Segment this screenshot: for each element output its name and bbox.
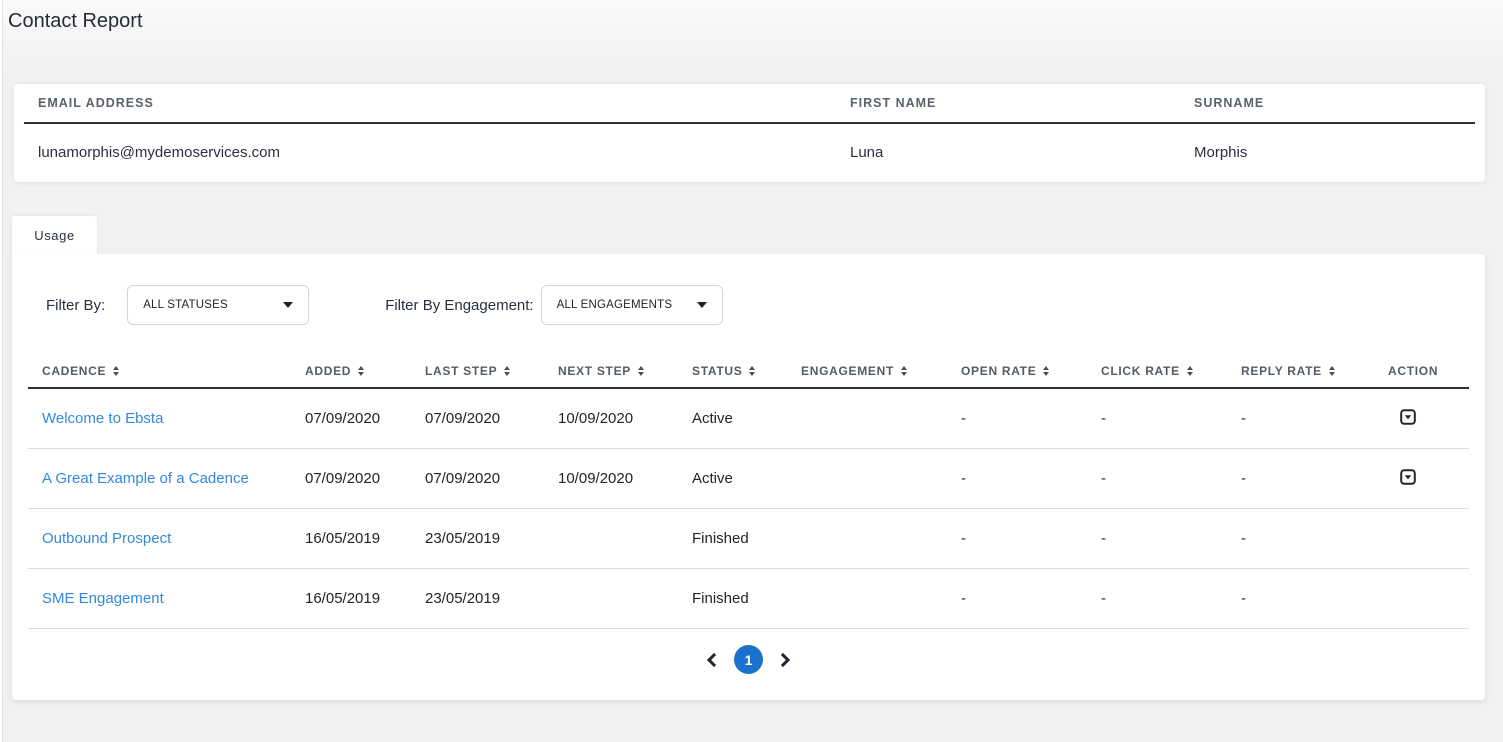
- boxed-caret-down-icon: [1400, 408, 1416, 425]
- added-date: 16/05/2019: [305, 530, 381, 547]
- status-filter-dropdown[interactable]: ALL STATUSES: [127, 285, 310, 325]
- page-number-button[interactable]: 1: [734, 645, 763, 674]
- column-header-open-rate[interactable]: OPEN RATE: [947, 364, 1087, 378]
- contact-table-row: lunamorphis@mydemoservices.com Luna Morp…: [24, 124, 1475, 180]
- filter-by-status-label: Filter By:: [46, 296, 106, 314]
- chevron-down-icon: [696, 302, 707, 308]
- usage-panel: Filter By: ALL STATUSES Filter By Engage…: [12, 254, 1485, 700]
- row-action-dropdown-button[interactable]: [1400, 468, 1416, 485]
- left-edge-strip: [0, 0, 3, 742]
- open-rate-value: -: [961, 470, 966, 487]
- cadence-link[interactable]: SME Engagement: [42, 590, 164, 607]
- table-row: Outbound Prospect 16/05/2019 23/05/2019 …: [28, 509, 1469, 569]
- last-step-date: 07/09/2020: [425, 410, 501, 427]
- cadence-link[interactable]: A Great Example of a Cadence: [42, 470, 249, 487]
- cadence-link[interactable]: Outbound Prospect: [42, 530, 172, 547]
- status-value: Finished: [692, 530, 749, 547]
- contact-header-first-name: FIRST NAME: [850, 96, 937, 110]
- column-header-reply-rate[interactable]: REPLY RATE: [1227, 364, 1374, 378]
- page-title: Contact Report: [8, 10, 143, 32]
- reply-rate-value: -: [1241, 590, 1246, 607]
- sort-icon[interactable]: [1186, 366, 1193, 376]
- column-header-cadence[interactable]: CADENCE: [28, 364, 291, 378]
- status-value: Finished: [692, 590, 749, 607]
- column-header-next-step[interactable]: NEXT STEP: [544, 364, 678, 378]
- contact-header-surname: SURNAME: [1194, 96, 1265, 110]
- click-rate-value: -: [1101, 590, 1106, 607]
- status-filter-selected-value: ALL STATUSES: [143, 299, 228, 311]
- column-header-engagement[interactable]: ENGAGEMENT: [787, 364, 947, 378]
- status-value: Active: [692, 470, 733, 487]
- contact-table-header-row: EMAIL ADDRESS FIRST NAME SURNAME: [24, 84, 1475, 124]
- click-rate-value: -: [1101, 410, 1106, 427]
- tab-usage[interactable]: Usage: [12, 216, 97, 254]
- last-step-date: 23/05/2019: [425, 590, 501, 607]
- status-value: Active: [692, 410, 733, 427]
- contact-header-email: EMAIL ADDRESS: [38, 96, 154, 110]
- added-date: 16/05/2019: [305, 590, 381, 607]
- column-header-last-step[interactable]: LAST STEP: [411, 364, 544, 378]
- reply-rate-value: -: [1241, 470, 1246, 487]
- sort-icon[interactable]: [358, 366, 365, 376]
- last-step-date: 07/09/2020: [425, 470, 501, 487]
- table-row: Welcome to Ebsta 07/09/2020 07/09/2020 1…: [28, 389, 1469, 449]
- contact-email-value: lunamorphis@mydemoservices.com: [38, 143, 280, 161]
- next-step-date: 10/09/2020: [558, 470, 634, 487]
- open-rate-value: -: [961, 410, 966, 427]
- cadence-link[interactable]: Welcome to Ebsta: [42, 410, 164, 427]
- engagement-filter-dropdown[interactable]: ALL ENGAGEMENTS: [540, 285, 723, 325]
- column-header-added[interactable]: ADDED: [291, 364, 411, 378]
- previous-page-chevron-icon[interactable]: [706, 652, 722, 667]
- sort-icon[interactable]: [113, 366, 120, 376]
- added-date: 07/09/2020: [305, 470, 381, 487]
- next-page-chevron-icon[interactable]: [775, 652, 791, 667]
- pagination: 1: [12, 645, 1485, 674]
- sort-icon[interactable]: [637, 366, 644, 376]
- filter-bar: Filter By: ALL STATUSES Filter By Engage…: [46, 254, 1485, 325]
- sort-icon[interactable]: [901, 366, 908, 376]
- tab-usage-label: Usage: [34, 227, 75, 243]
- engagement-filter-selected-value: ALL ENGAGEMENTS: [556, 299, 673, 311]
- click-rate-value: -: [1101, 530, 1106, 547]
- column-header-click-rate[interactable]: CLICK RATE: [1087, 364, 1227, 378]
- open-rate-value: -: [961, 590, 966, 607]
- current-page-number: 1: [744, 651, 753, 668]
- chevron-down-icon: [283, 302, 294, 308]
- contact-summary-card: EMAIL ADDRESS FIRST NAME SURNAME lunamor…: [14, 84, 1485, 182]
- sort-icon[interactable]: [749, 366, 756, 376]
- added-date: 07/09/2020: [305, 410, 381, 427]
- column-header-status[interactable]: STATUS: [678, 364, 787, 378]
- column-header-action: ACTION: [1388, 364, 1439, 378]
- open-rate-value: -: [961, 530, 966, 547]
- cadence-table-header-row: CADENCE ADDED LAST STEP NEXT STEP STATUS…: [28, 355, 1469, 389]
- sort-icon[interactable]: [1328, 366, 1335, 376]
- click-rate-value: -: [1101, 470, 1106, 487]
- reply-rate-value: -: [1241, 530, 1246, 547]
- reply-rate-value: -: [1241, 410, 1246, 427]
- row-action-dropdown-button[interactable]: [1400, 408, 1416, 425]
- sort-icon[interactable]: [1043, 366, 1050, 376]
- table-row: SME Engagement 16/05/2019 23/05/2019 Fin…: [28, 569, 1469, 629]
- next-step-date: 10/09/2020: [558, 410, 634, 427]
- contact-first-name-value: Luna: [850, 143, 884, 161]
- table-row: A Great Example of a Cadence 07/09/2020 …: [28, 449, 1469, 509]
- cadence-table: CADENCE ADDED LAST STEP NEXT STEP STATUS…: [28, 355, 1469, 629]
- boxed-caret-down-icon: [1400, 468, 1416, 485]
- contact-surname-value: Morphis: [1194, 143, 1248, 161]
- filter-by-engagement-label: Filter By Engagement:: [385, 296, 534, 314]
- last-step-date: 23/05/2019: [425, 530, 501, 547]
- sort-icon[interactable]: [504, 366, 511, 376]
